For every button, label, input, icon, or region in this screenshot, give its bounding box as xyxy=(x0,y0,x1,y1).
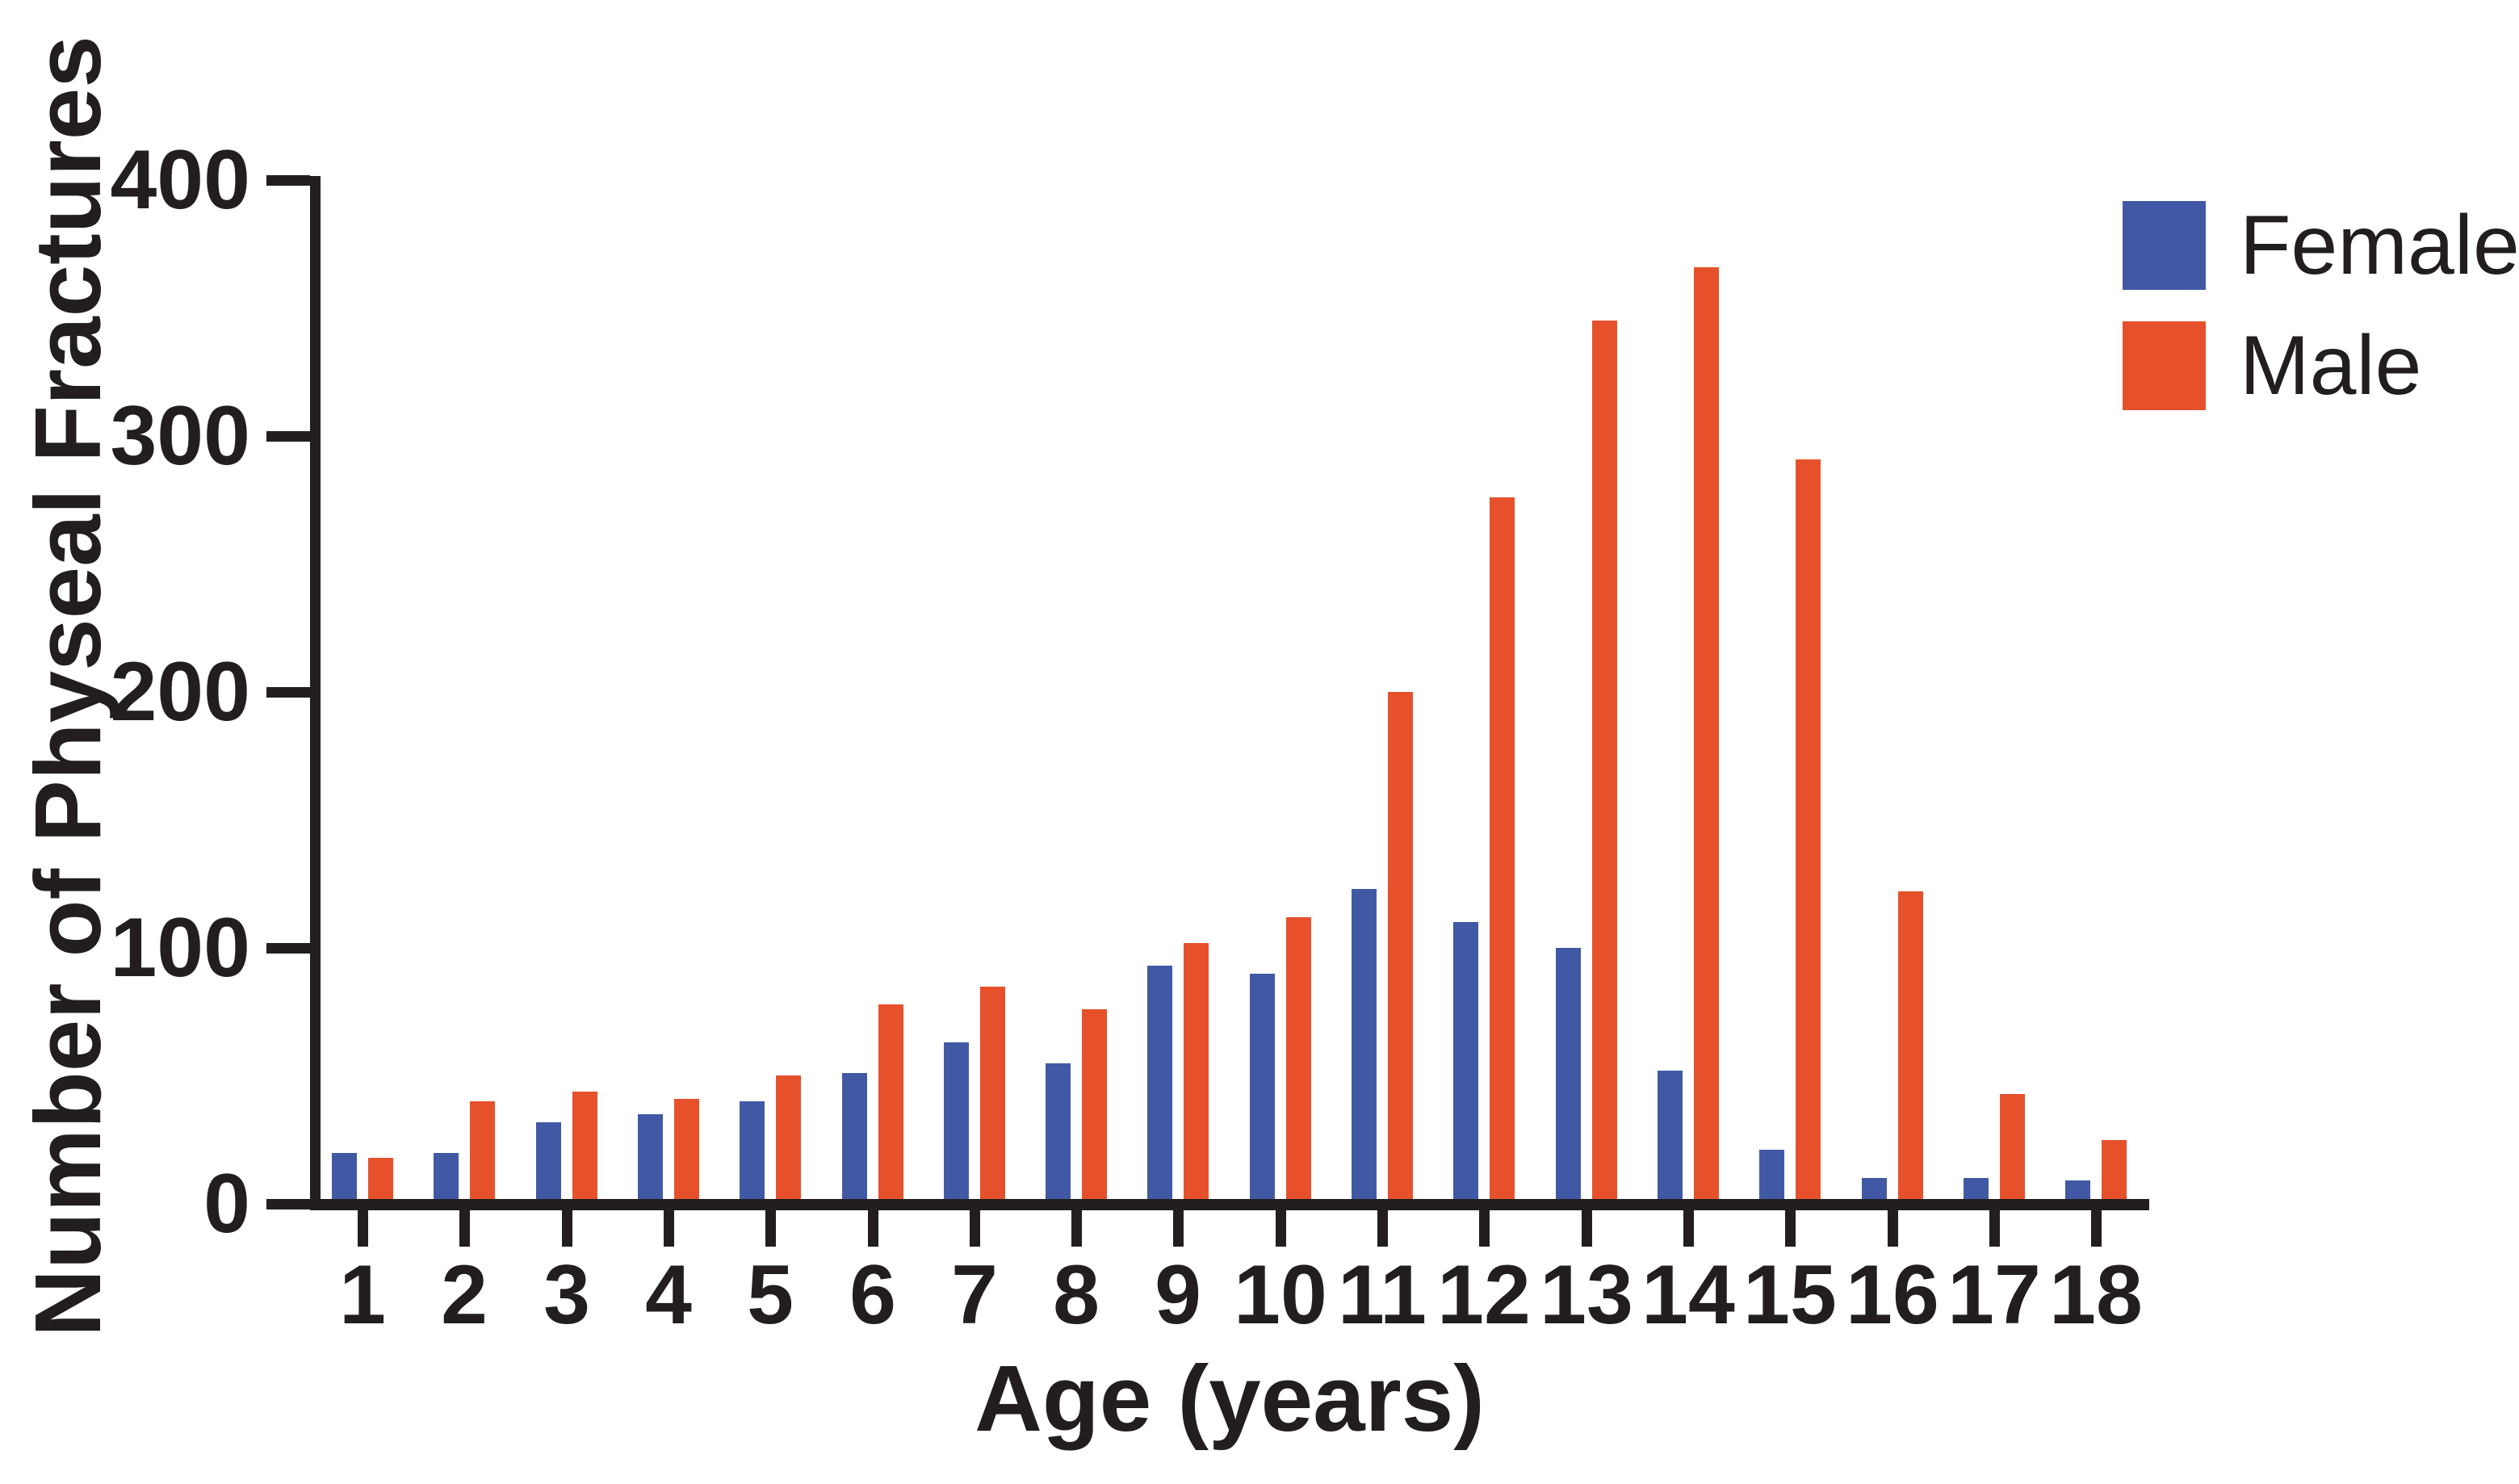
bar-female-age-14 xyxy=(1658,1071,1683,1204)
y-tick xyxy=(266,1199,310,1209)
bar-male-age-3 xyxy=(572,1092,597,1204)
x-tick xyxy=(1888,1205,1898,1247)
x-tick xyxy=(970,1205,980,1247)
x-tick xyxy=(2091,1205,2102,1247)
legend-item-male: Male xyxy=(2123,321,2519,410)
y-tick xyxy=(266,943,310,954)
x-tick-label: 4 xyxy=(645,1248,692,1342)
bar-male-age-8 xyxy=(1082,1009,1107,1204)
x-tick-label: 12 xyxy=(1437,1248,1531,1342)
bar-male-age-12 xyxy=(1490,497,1515,1204)
y-tick xyxy=(266,175,310,186)
bar-female-age-1 xyxy=(332,1153,357,1204)
bar-female-age-13 xyxy=(1556,948,1581,1204)
bar-male-age-9 xyxy=(1184,943,1209,1204)
y-tick-label: 100 xyxy=(110,901,250,995)
bar-male-age-1 xyxy=(368,1158,393,1204)
bar-male-age-16 xyxy=(1898,891,1923,1204)
bar-female-age-5 xyxy=(740,1101,765,1204)
x-tick xyxy=(459,1205,470,1247)
x-tick-label: 15 xyxy=(1743,1248,1837,1342)
bar-female-age-4 xyxy=(638,1114,663,1204)
x-tick xyxy=(765,1205,776,1247)
x-tick-label: 3 xyxy=(543,1248,590,1342)
x-tick xyxy=(1683,1205,1694,1247)
bar-male-age-17 xyxy=(2000,1094,2025,1204)
x-tick-label: 8 xyxy=(1053,1248,1100,1342)
bar-female-age-9 xyxy=(1147,966,1172,1204)
legend-item-female: Female xyxy=(2123,201,2519,290)
legend-swatch-female xyxy=(2123,201,2206,290)
x-tick xyxy=(868,1205,878,1247)
bar-male-age-7 xyxy=(980,987,1005,1204)
bar-female-age-2 xyxy=(434,1153,459,1204)
bar-male-age-5 xyxy=(776,1075,801,1204)
y-axis-line xyxy=(310,176,321,1210)
bar-male-age-4 xyxy=(674,1099,699,1204)
bar-female-age-11 xyxy=(1352,889,1377,1204)
x-tick xyxy=(1582,1205,1592,1247)
bar-male-age-2 xyxy=(470,1101,495,1204)
y-tick-label: 400 xyxy=(110,133,250,227)
bar-male-age-6 xyxy=(878,1004,903,1204)
legend-swatch-male xyxy=(2123,321,2206,410)
x-tick-label: 1 xyxy=(339,1248,386,1342)
bar-male-age-18 xyxy=(2102,1140,2127,1204)
bar-female-age-3 xyxy=(536,1122,561,1204)
bar-female-age-8 xyxy=(1046,1063,1071,1204)
x-tick xyxy=(1479,1205,1490,1247)
x-tick-label: 5 xyxy=(747,1248,794,1342)
x-tick xyxy=(664,1205,674,1247)
y-tick-label: 300 xyxy=(110,389,250,483)
legend-label-male: Male xyxy=(2240,319,2422,413)
x-tick-label: 14 xyxy=(1641,1248,1735,1342)
x-tick-label: 10 xyxy=(1234,1248,1327,1342)
x-axis-line xyxy=(310,1199,2149,1210)
bar-male-age-10 xyxy=(1286,917,1311,1204)
legend-label-female: Female xyxy=(2240,199,2519,292)
x-tick xyxy=(1377,1205,1388,1247)
x-tick-label: 16 xyxy=(1846,1248,1939,1342)
x-tick xyxy=(1989,1205,2000,1247)
x-tick xyxy=(358,1205,368,1247)
bar-female-age-10 xyxy=(1250,974,1275,1204)
x-tick-label: 11 xyxy=(1338,1248,1427,1342)
x-tick xyxy=(1173,1205,1184,1247)
bar-male-age-11 xyxy=(1388,692,1413,1204)
bar-male-age-14 xyxy=(1694,267,1719,1204)
bar-male-age-13 xyxy=(1592,321,1617,1204)
bar-female-age-15 xyxy=(1759,1150,1784,1204)
bar-female-age-6 xyxy=(842,1073,867,1204)
bar-female-age-7 xyxy=(944,1042,969,1204)
x-tick-label: 17 xyxy=(1947,1248,2041,1342)
x-tick-label: 2 xyxy=(441,1248,488,1342)
x-axis-title: Age (years) xyxy=(974,1346,1485,1451)
x-tick-label: 18 xyxy=(2049,1248,2143,1342)
x-tick-label: 7 xyxy=(951,1248,998,1342)
x-tick-label: 6 xyxy=(849,1248,896,1342)
x-tick-label: 9 xyxy=(1155,1248,1201,1342)
bar-male-age-15 xyxy=(1796,459,1821,1204)
x-tick-label: 13 xyxy=(1540,1248,1633,1342)
legend: Female Male xyxy=(2123,201,2519,442)
y-tick xyxy=(266,687,310,698)
y-tick-label: 0 xyxy=(203,1157,250,1251)
x-tick xyxy=(1276,1205,1286,1247)
x-tick xyxy=(1785,1205,1796,1247)
x-tick xyxy=(562,1205,572,1247)
y-tick xyxy=(266,431,310,442)
y-tick-label: 200 xyxy=(110,645,250,739)
bar-female-age-12 xyxy=(1453,922,1478,1204)
x-tick xyxy=(1071,1205,1082,1247)
